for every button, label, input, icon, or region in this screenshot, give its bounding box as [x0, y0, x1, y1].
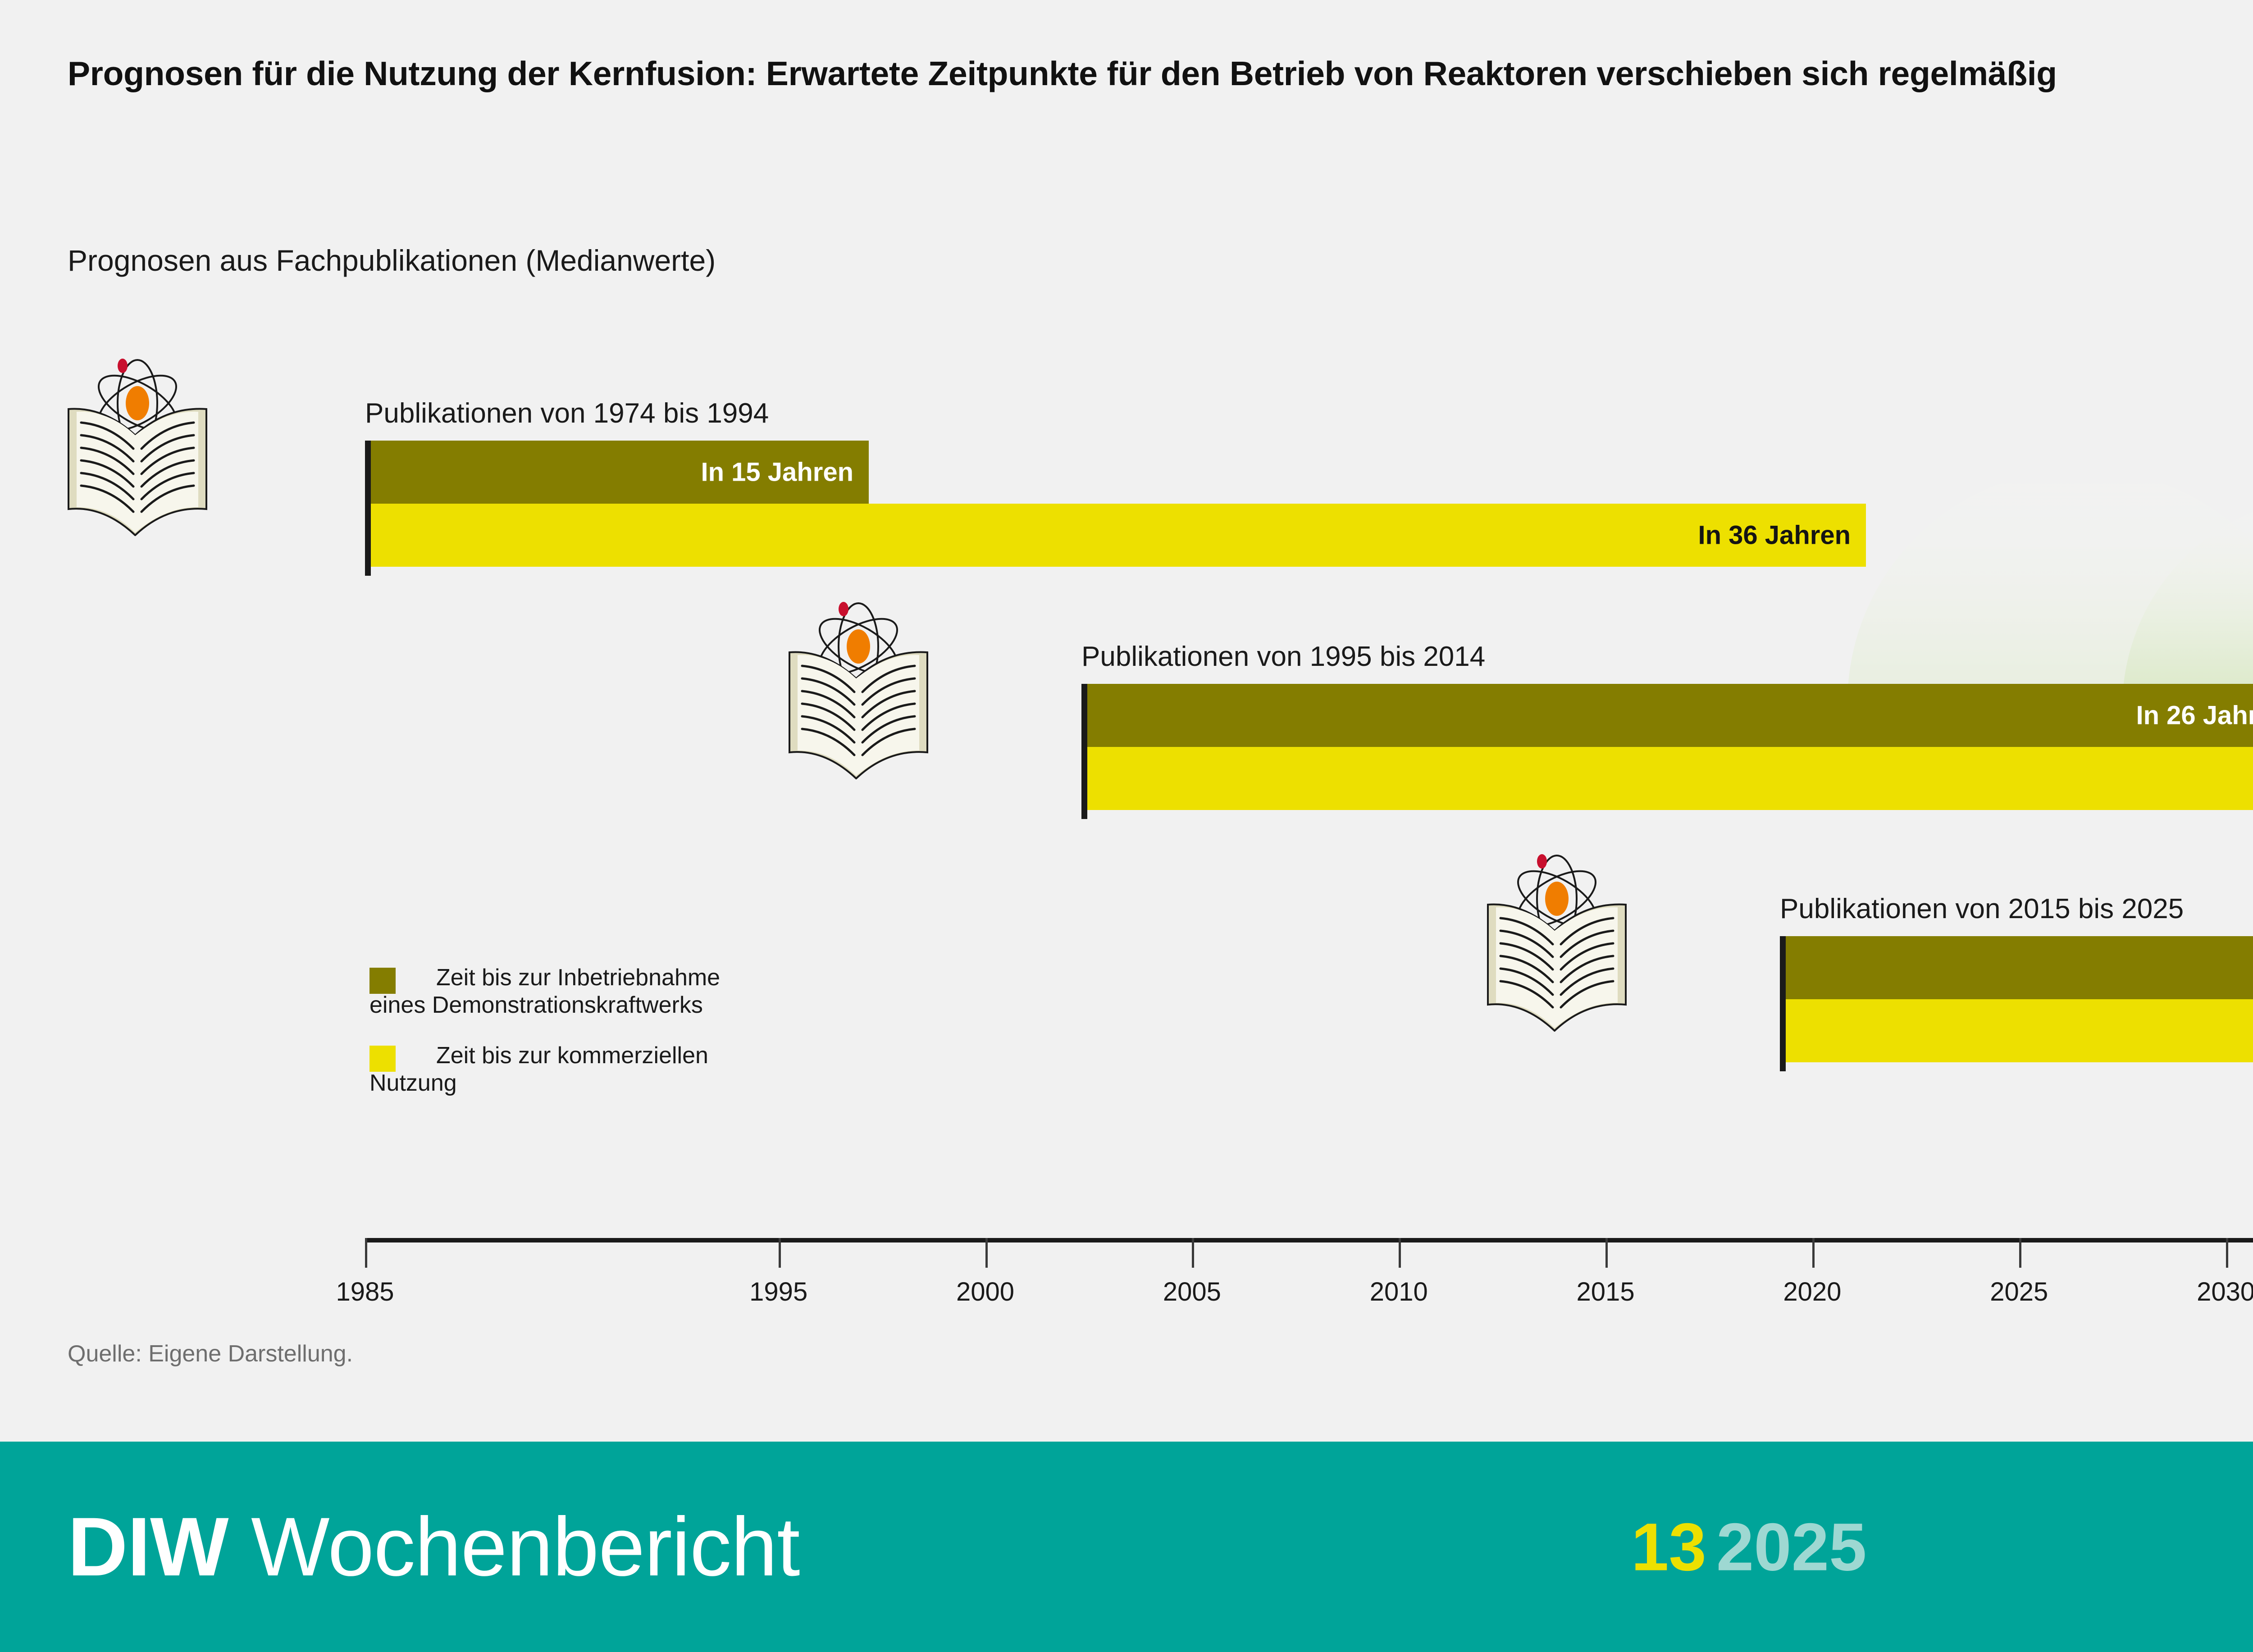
axis-tick [1192, 1238, 1195, 1268]
axis-tick [1812, 1238, 1815, 1268]
bar-group-3-commercial: In 24 Jahren [1786, 999, 2253, 1062]
issue-info: 13 2025 [1631, 1508, 1867, 1586]
bar-group-1-commercial: In 36 Jahren [371, 504, 1866, 567]
brand-wordmark: DIW Wochenbericht [68, 1499, 800, 1595]
source-note: Quelle: Eigene Darstellung. [68, 1341, 353, 1367]
issue-number: 13 [1631, 1509, 1706, 1584]
group-baseline-2 [1081, 684, 1087, 819]
brand-diw: DIW [68, 1500, 229, 1593]
axis-tick-label: 2020 [1783, 1277, 1842, 1306]
legend-label-demo: Zeit bis zur Inbetriebnahme eines Demons… [369, 965, 721, 1019]
axis-tick-label: 1985 [336, 1277, 394, 1306]
axis-tick-label: 2030 [2197, 1277, 2253, 1306]
axis-tick-label: 2005 [1163, 1277, 1221, 1306]
bar-group-2-demo: In 26 Jahren [1087, 684, 2253, 747]
bar-group-label-1: Publikationen von 1974 bis 1994 [365, 398, 769, 429]
book-atom-icon-3 [1482, 851, 1631, 1034]
bar-value-label: In 15 Jahren [701, 457, 853, 487]
axis-tick-label: 2010 [1369, 1277, 1428, 1306]
brand-wochenbericht: Wochenbericht [251, 1500, 800, 1593]
bar-group-label-2: Publikationen von 1995 bis 2014 [1081, 641, 1486, 672]
axis-tick [365, 1238, 367, 1268]
chart-subtitle: Prognosen aus Fachpublikationen (Medianw… [68, 244, 716, 277]
bar-group-3-demo: In 20 Jahren [1786, 936, 2253, 999]
legend-swatch-yellow [369, 1045, 396, 1072]
legend-item-commercial: Zeit bis zur kommerziellen Nutzung [369, 1042, 720, 1097]
group-baseline-3 [1780, 936, 1786, 1071]
legend-label-commercial: Zeit bis zur kommerziellen Nutzung [369, 1042, 708, 1097]
issue-year: 2025 [1716, 1509, 1867, 1584]
bar-group-1-demo: In 15 Jahren [371, 441, 869, 504]
bar-value-label: In 36 Jahren [1698, 520, 1851, 550]
legend-item-demo: Zeit bis zur Inbetriebnahme eines Demons… [369, 964, 720, 1019]
x-axis: 1985199520002005201020152020202520302035… [0, 1238, 2253, 1337]
bar-group-2-commercial: In 45 Jahren [1087, 747, 2253, 810]
axis-tick-label: 1995 [749, 1277, 808, 1306]
bar-group-label-3: Publikationen von 2015 bis 2025 [1780, 893, 2184, 924]
axis-tick [2226, 1238, 2228, 1268]
chart-legend: Zeit bis zur Inbetriebnahme eines Demons… [369, 964, 720, 1120]
axis-tick [2019, 1238, 2021, 1268]
axis-tick-label: 2000 [956, 1277, 1015, 1306]
axis-tick-label: 2025 [1990, 1277, 2048, 1306]
axis-tick-label: 2015 [1576, 1277, 1635, 1306]
legend-swatch-olive [369, 968, 396, 994]
axis-tick [1399, 1238, 1401, 1268]
group-baseline-1 [365, 441, 371, 576]
page-title: Prognosen für die Nutzung der Kernfusion… [68, 55, 2057, 92]
book-atom-icon-1 [63, 356, 212, 538]
axis-tick [985, 1238, 988, 1268]
book-atom-icon-2 [784, 599, 933, 782]
axis-line [365, 1238, 2253, 1242]
axis-tick [1605, 1238, 1608, 1268]
chart-plot-area: Publikationen von 1974 bis 1994 In 15 Ja… [0, 356, 2253, 1337]
bar-value-label: In 26 Jahren [2136, 701, 2253, 730]
axis-tick [778, 1238, 781, 1268]
